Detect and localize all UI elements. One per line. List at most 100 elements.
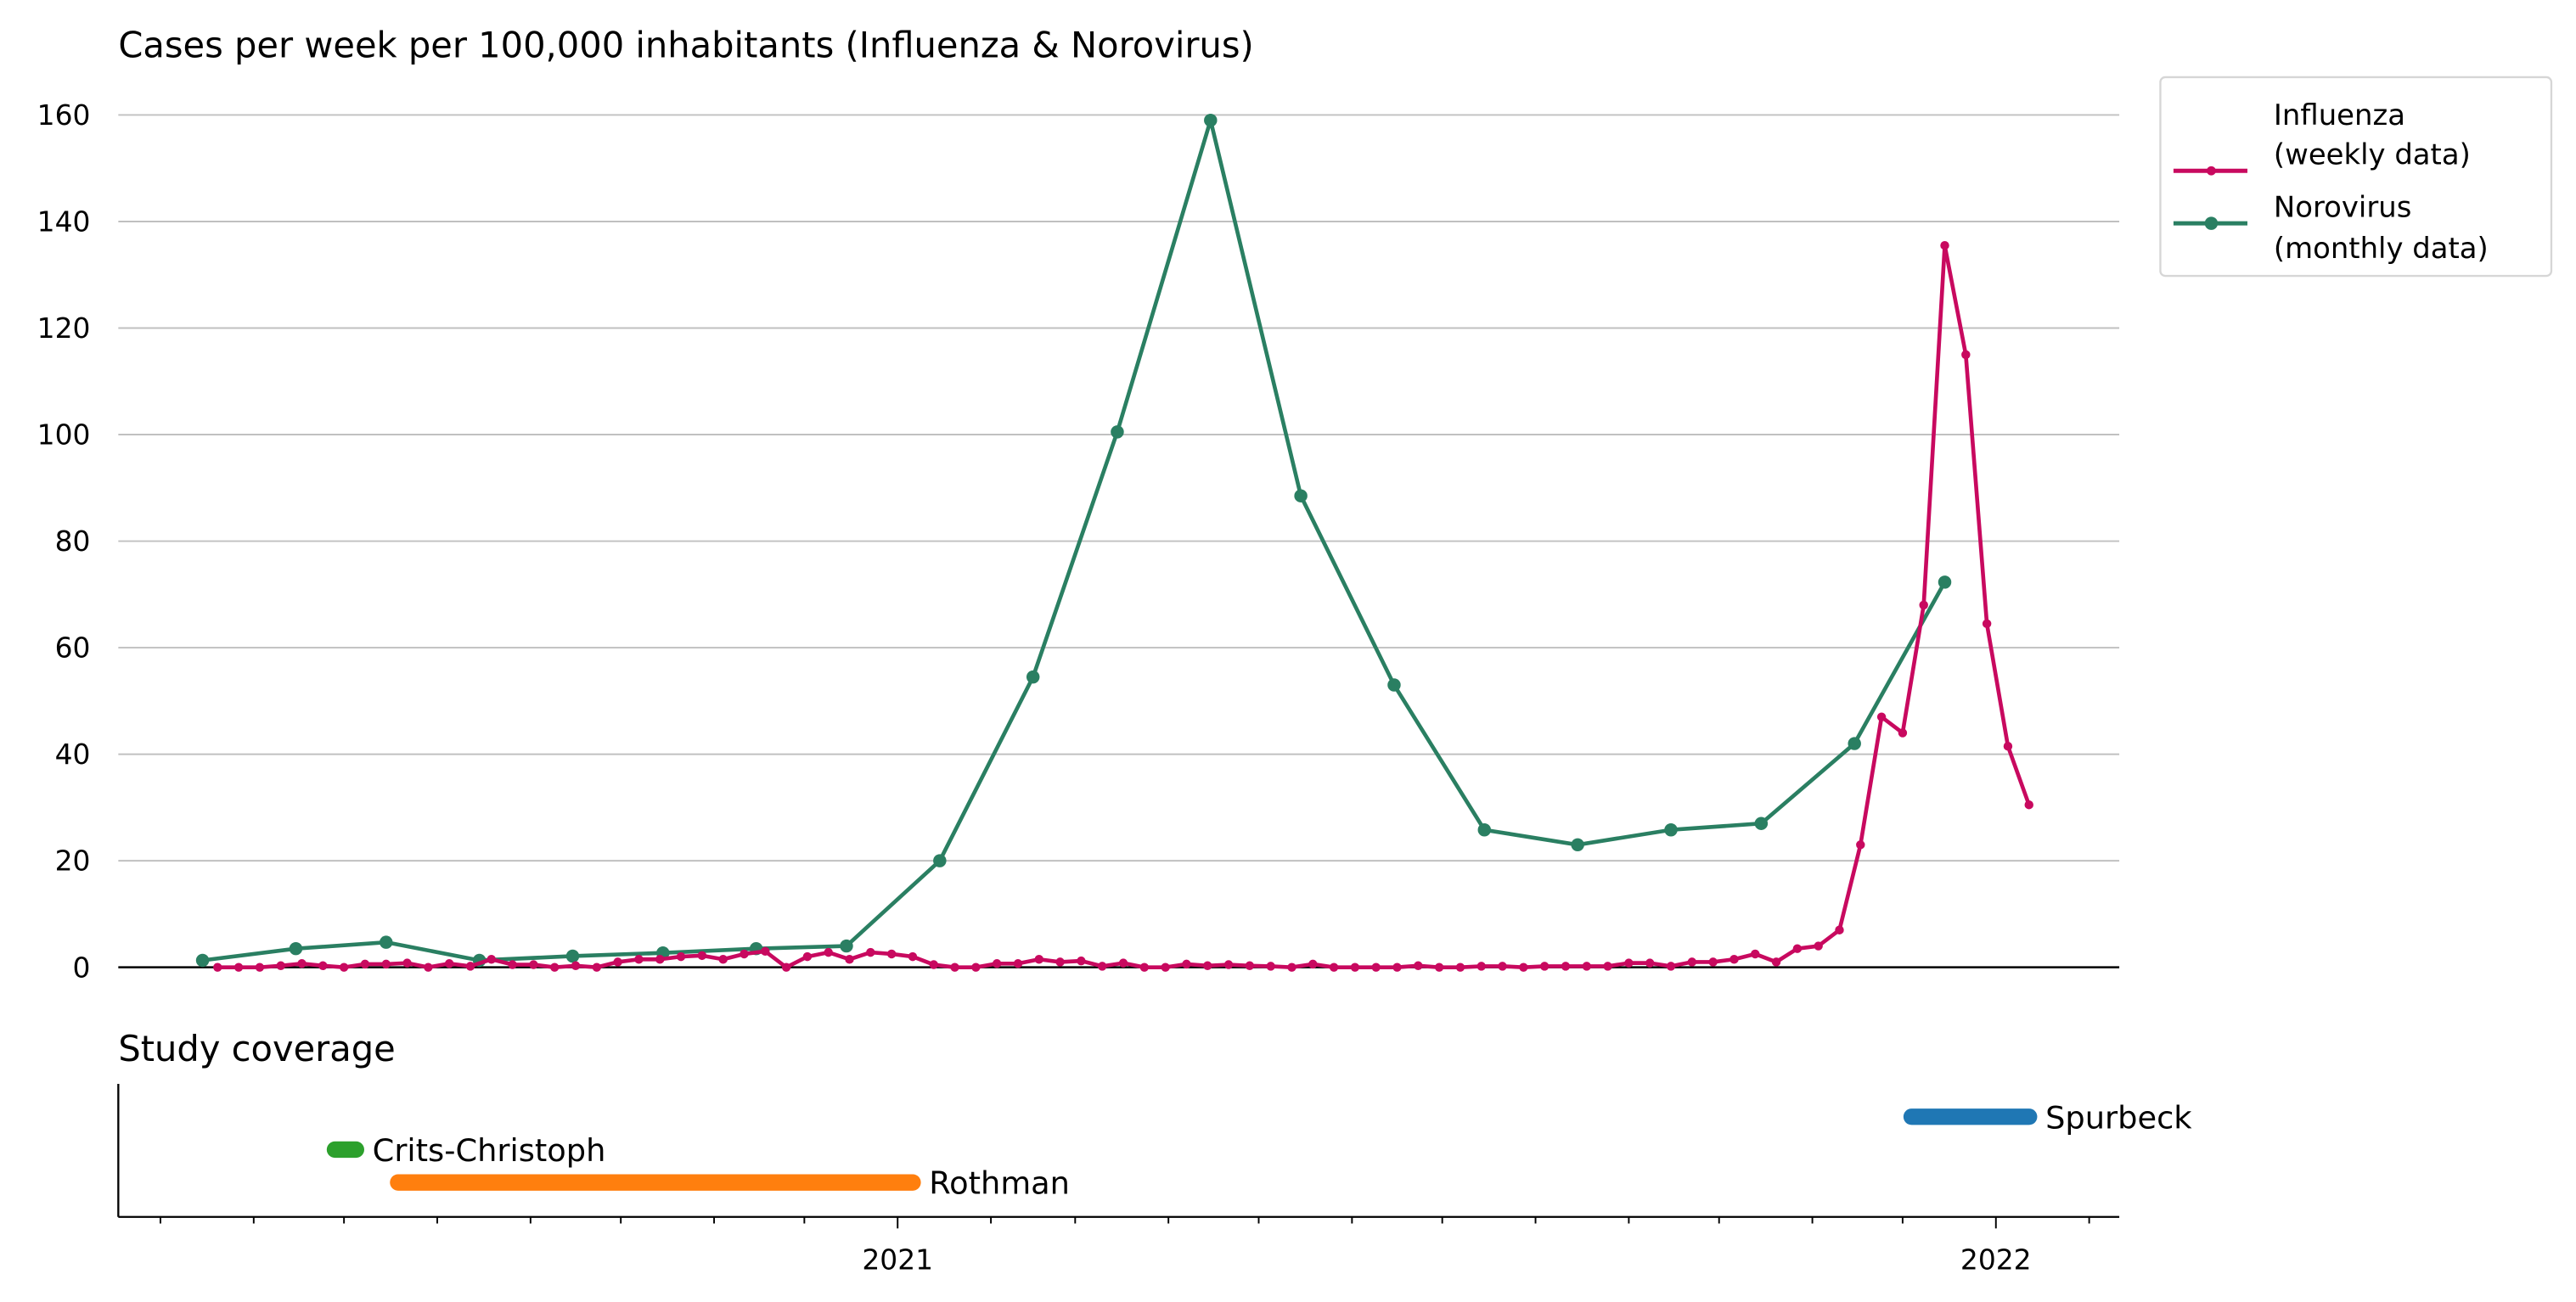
influenza-point	[908, 951, 918, 962]
y-tick-label-120: 120	[37, 311, 91, 345]
norovirus-point	[380, 935, 393, 949]
influenza-point	[1034, 955, 1044, 964]
influenza-point	[297, 959, 307, 968]
influenza-point	[1666, 962, 1676, 971]
influenza-point	[444, 959, 454, 968]
influenza-point	[824, 947, 833, 957]
influenza-point	[1814, 941, 1823, 951]
influenza-point	[1982, 619, 1992, 629]
y-tick-label-20: 20	[55, 845, 91, 878]
influenza-point	[1329, 962, 1339, 972]
influenza-point	[402, 958, 412, 968]
legend-influenza-label-line1: Influenza	[2274, 98, 2405, 132]
influenza-point	[1266, 962, 1275, 971]
influenza-point	[1182, 959, 1191, 969]
influenza-point	[1371, 962, 1381, 972]
influenza-point	[1961, 350, 1971, 360]
influenza-point	[697, 951, 707, 961]
y-tick-label-40: 40	[55, 738, 91, 771]
influenza-point	[529, 960, 538, 969]
influenza-point	[613, 957, 622, 967]
norovirus-point	[1477, 822, 1492, 837]
influenza-point	[1687, 957, 1697, 967]
series-layer	[195, 113, 2033, 972]
x-axis-ticks: 2021 2022	[159, 1216, 2090, 1277]
influenza-point	[1476, 962, 1486, 971]
legend: Influenza (weekly data) Norovirus (month…	[2159, 76, 2553, 278]
norovirus-point	[933, 854, 947, 867]
influenza-point	[1013, 959, 1023, 968]
influenza-point	[761, 946, 770, 957]
influenza-point	[487, 955, 497, 964]
influenza-point	[929, 960, 938, 969]
influenza-point	[1856, 840, 1865, 850]
influenza-point	[1539, 962, 1550, 971]
coverage-bars: Spurbeck Crits-Christoph Rothman	[326, 1099, 2192, 1202]
influenza-point	[1097, 962, 1107, 971]
influenza-point	[634, 955, 644, 964]
influenza-point	[1835, 925, 1844, 934]
study-coverage-chart: Study coverage 2021 2022 Spurbeck Crits-Ch…	[117, 1028, 2192, 1277]
influenza-point	[465, 962, 475, 971]
influenza-line	[217, 243, 2031, 969]
influenza-point	[1077, 956, 1086, 966]
influenza-point	[1582, 962, 1592, 971]
influenza-point	[1350, 962, 1360, 972]
influenza-point	[339, 962, 349, 972]
y-tick-label-0: 0	[73, 951, 91, 984]
influenza-point	[1751, 949, 1760, 959]
norovirus-point	[1848, 737, 1861, 750]
influenza-point	[1287, 962, 1296, 972]
influenza-point	[886, 949, 897, 959]
influenza-point	[360, 959, 370, 969]
norovirus-point	[1026, 670, 1040, 684]
y-tick-label-140: 140	[37, 205, 91, 239]
influenza-point	[1455, 962, 1465, 972]
influenza-point	[1603, 962, 1612, 971]
influenza-point	[1161, 962, 1170, 972]
influenza-point	[1876, 712, 1887, 721]
influenza-point	[1414, 961, 1423, 971]
norovirus-point	[840, 939, 853, 953]
influenza-point	[1792, 944, 1803, 953]
influenza-point	[233, 962, 244, 972]
influenza-point	[718, 955, 728, 964]
influenza-point	[381, 959, 391, 969]
influenza-point	[676, 951, 686, 962]
norovirus-point	[1204, 113, 1218, 127]
influenza-point	[950, 962, 959, 972]
x-tick-label-2022: 2022	[1960, 1243, 2032, 1277]
influenza-point	[592, 962, 602, 972]
influenza-point	[1203, 961, 1212, 971]
influenza-point	[1139, 962, 1150, 972]
legend-box	[2159, 76, 2553, 278]
influenza-point	[1055, 957, 1065, 967]
influenza-point	[1118, 958, 1128, 968]
legend-norovirus-label-line1: Norovirus	[2274, 190, 2411, 223]
influenza-point	[802, 951, 813, 962]
norovirus-point	[1938, 575, 1952, 589]
influenza-point	[1245, 961, 1255, 971]
norovirus-point	[289, 941, 303, 956]
norovirus-point	[1111, 425, 1124, 439]
influenza-point	[508, 960, 517, 969]
spurbeck-label: Spurbeck	[2045, 1099, 2192, 1136]
influenza-point	[213, 962, 222, 972]
y-tick-label-160: 160	[37, 98, 91, 132]
influenza-point	[740, 949, 749, 959]
norovirus-point	[1387, 678, 1401, 692]
influenza-point	[424, 962, 433, 972]
influenza-point	[1771, 957, 1781, 967]
influenza-point	[1708, 957, 1718, 967]
crits-christoph-label: Crits-Christoph	[373, 1132, 606, 1169]
norovirus-point	[1754, 817, 1769, 830]
influenza-point	[781, 962, 791, 972]
influenza-point	[1919, 600, 1928, 610]
influenza-point	[971, 962, 981, 972]
influenza-point	[1223, 960, 1234, 969]
legend-influenza-marker	[2207, 166, 2216, 176]
rothman-label: Rothman	[929, 1165, 1070, 1202]
influenza-point	[571, 961, 581, 971]
norovirus-point	[1664, 822, 1678, 837]
